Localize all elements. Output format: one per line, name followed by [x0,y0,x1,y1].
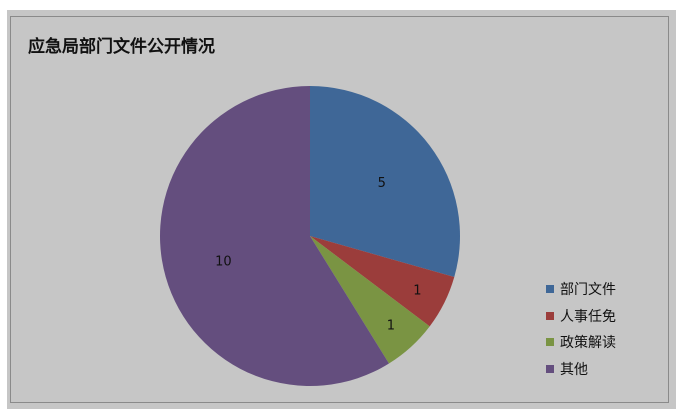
legend-item: 其他 [546,356,616,383]
legend-label: 其他 [560,361,588,378]
legend-label: 部门文件 [560,282,616,299]
pie-slice-3 [159,86,389,386]
data-label: 1 [387,319,395,334]
data-label: 1 [413,283,421,298]
legend-swatch [546,311,554,320]
legend-item: 人事任免 [546,303,616,330]
legend-label: 政策解读 [560,335,616,352]
pie-slice-2 [310,236,430,364]
legend-swatch [546,338,554,347]
pie-slice-1 [310,236,455,327]
pie-slice-0 [310,86,460,278]
chart-title: 应急局部门文件公开情况 [28,37,215,57]
legend-item: 政策解读 [546,329,616,356]
legend-swatch [546,364,554,373]
data-label: 10 [215,255,232,270]
legend: 部门文件 人事任免 政策解读 其他 [546,276,616,382]
legend-item: 部门文件 [546,276,616,303]
legend-swatch [546,285,554,294]
legend-label: 人事任免 [560,308,616,325]
data-label: 5 [378,176,386,191]
